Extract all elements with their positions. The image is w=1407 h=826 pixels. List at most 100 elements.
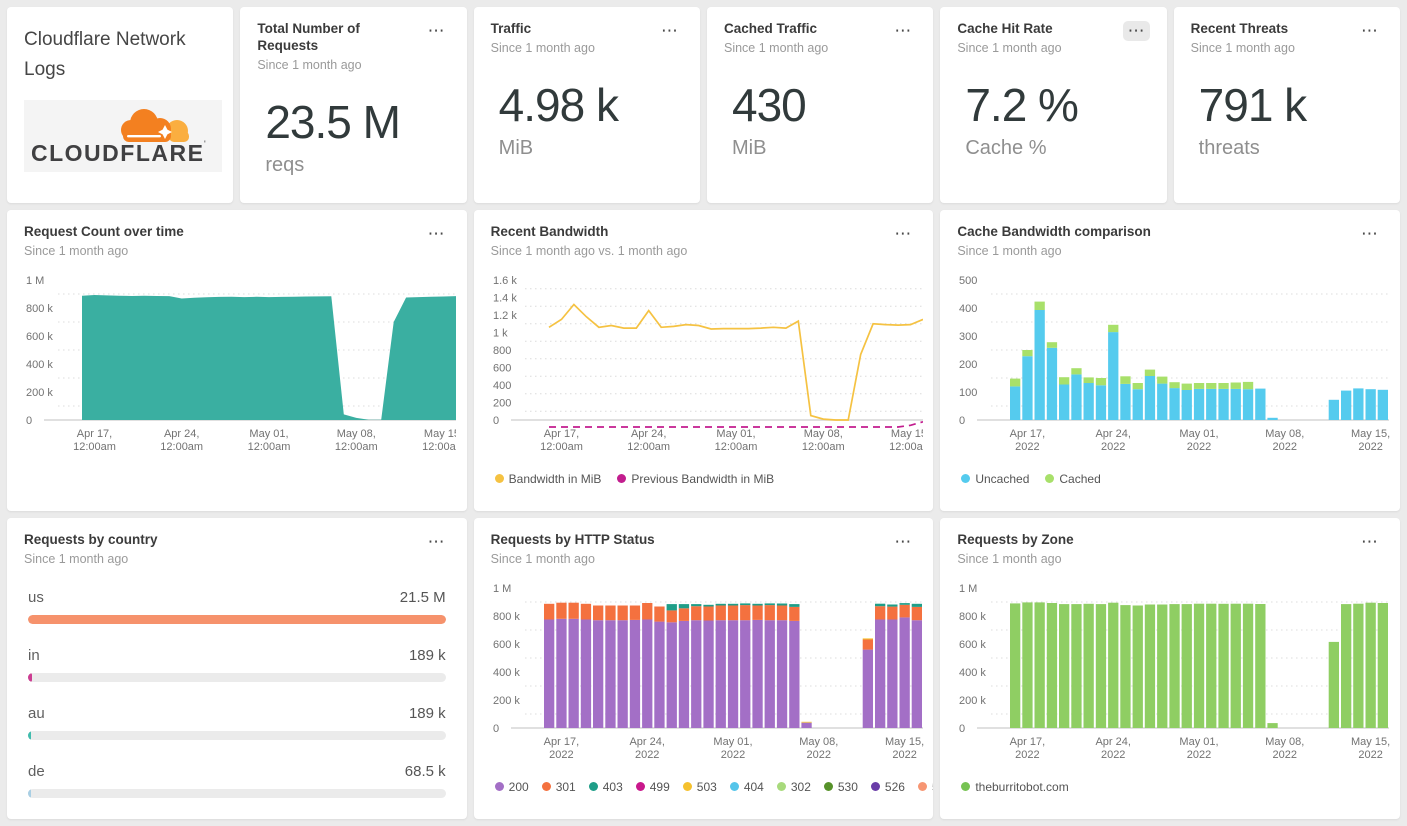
svg-text:12:00am: 12:00am [248, 441, 291, 453]
panel-menu-icon[interactable]: ⋯ [1360, 224, 1378, 243]
svg-text:12:00am: 12:00am [627, 441, 670, 453]
country-bar-track [28, 730, 446, 740]
svg-text:Apr 24,: Apr 24, [629, 736, 664, 748]
svg-text:200: 200 [959, 359, 977, 371]
legend-item[interactable]: 200 [494, 780, 529, 794]
svg-text:800 k: 800 k [959, 611, 986, 623]
panel-menu-icon[interactable]: ⋯ [427, 21, 445, 40]
svg-text:12:00am: 12:00am [422, 441, 456, 453]
legend-item[interactable]: 302 [776, 780, 811, 794]
legend-item[interactable]: theburritobot.com [961, 780, 1069, 794]
legend-item[interactable]: 524 [917, 780, 933, 794]
svg-text:600 k: 600 k [26, 331, 53, 343]
stat-unit: MiB [731, 137, 767, 160]
panel-menu-icon[interactable]: ⋯ [427, 532, 445, 551]
panel-menu-icon[interactable]: ⋯ [894, 21, 912, 40]
chart-legend: 200 301 403 499 503 404 302 530 526 524 [491, 780, 933, 794]
svg-text:Apr 17,: Apr 17, [77, 428, 112, 440]
svg-text:12:00am: 12:00am [802, 441, 845, 453]
svg-text:400: 400 [959, 303, 977, 315]
svg-text:May 08,: May 08, [1266, 428, 1305, 440]
stat-panel-cached-traffic: Cached Traffic Since 1 month ago ⋯ 430 M… [706, 7, 934, 203]
panel-menu-icon[interactable]: ⋯ [1122, 21, 1150, 41]
svg-text:0: 0 [26, 415, 32, 427]
svg-text:2022: 2022 [1187, 441, 1211, 453]
legend-dot-icon [494, 782, 504, 792]
svg-text:500: 500 [959, 275, 977, 287]
svg-text:2022: 2022 [720, 749, 744, 761]
country-label: us [28, 588, 44, 606]
svg-text:400 k: 400 k [493, 667, 520, 679]
svg-text:': ' [204, 139, 206, 149]
panel-title: Recent Bandwidth [490, 224, 609, 239]
svg-text:600: 600 [493, 362, 511, 374]
stat-value: 4.98 k [498, 78, 619, 131]
panel-subtitle: Since 1 month ago [1190, 40, 1295, 55]
panel-menu-icon[interactable]: ⋯ [427, 224, 445, 243]
svg-text:2022: 2022 [1359, 441, 1383, 453]
stat-panel-cache-hit-rate: Cache Hit Rate Since 1 month ago ⋯ 7.2 %… [940, 7, 1167, 203]
svg-text:May 08,: May 08, [799, 736, 838, 748]
svg-text:0: 0 [959, 415, 965, 427]
svg-text:2022: 2022 [1101, 749, 1125, 761]
panel-menu-icon[interactable]: ⋯ [1360, 21, 1378, 40]
svg-text:May 08,: May 08, [803, 428, 842, 440]
legend-item[interactable]: 530 [823, 780, 858, 794]
country-row-us: us 21.5 M [24, 589, 450, 624]
svg-text:Apr 24,: Apr 24, [1096, 736, 1131, 748]
panel-menu-icon[interactable]: ⋯ [894, 224, 912, 243]
panel-subtitle: Since 1 month ago [957, 243, 1062, 258]
country-bar-track [28, 672, 446, 682]
svg-text:400: 400 [493, 380, 511, 392]
svg-text:400 k: 400 k [959, 667, 986, 679]
svg-text:Apr 24,: Apr 24, [1096, 428, 1131, 440]
legend-dot-icon [961, 782, 971, 792]
svg-text:May 15,: May 15, [885, 736, 924, 748]
panel-menu-icon[interactable]: ⋯ [660, 21, 678, 40]
legend-dot-icon [1045, 474, 1055, 484]
legend-dot-icon [776, 782, 786, 792]
svg-text:2022: 2022 [1015, 441, 1039, 453]
legend-item[interactable]: 499 [635, 780, 670, 794]
panel-title: Request Count over time [24, 224, 184, 239]
country-bar-track [28, 788, 446, 798]
legend-item[interactable]: 526 [870, 780, 905, 794]
svg-text:1.2 k: 1.2 k [493, 310, 517, 322]
country-row-de: de 68.5 k [24, 763, 450, 798]
chart-legend: Bandwidth in MiB Previous Bandwidth in Mi… [491, 472, 917, 486]
svg-text:May 15,: May 15, [891, 428, 923, 440]
legend-item[interactable]: 404 [729, 780, 764, 794]
panel-subtitle: Since 1 month ago [24, 551, 129, 566]
legend-dot-icon [541, 782, 551, 792]
legend-dot-icon [494, 474, 504, 484]
legend-item[interactable]: 503 [682, 780, 717, 794]
legend-item[interactable]: 403 [588, 780, 623, 794]
stat-panel-recent-threats: Recent Threats Since 1 month ago ⋯ 791 k… [1173, 7, 1400, 203]
cache-bandwidth-chart[interactable]: 0 100 200 300 400 500 Apr 17, 2022 Apr 24, 2022 Ma… [957, 268, 1390, 468]
svg-text:2022: 2022 [1273, 749, 1297, 761]
panel-menu-icon[interactable]: ⋯ [1360, 532, 1378, 551]
legend-item[interactable]: Uncached [961, 472, 1029, 486]
recent-bandwidth-chart[interactable]: 0 200 400 600 800 1 k 1.2 k 1.4 k 1.6 k Apr 17, 12… [491, 268, 923, 468]
chart-panel-request-count: Request Count over time Since 1 month ag… [7, 210, 467, 511]
legend-item[interactable]: 301 [541, 780, 576, 794]
legend-item[interactable]: Cached [1045, 472, 1101, 486]
stat-unit: threats [1198, 137, 1260, 160]
svg-text:May 15,: May 15, [1351, 736, 1390, 748]
panel-menu-icon[interactable]: ⋯ [894, 532, 912, 551]
stat-unit: MiB [498, 137, 534, 160]
stat-value: 23.5 M [265, 95, 401, 148]
legend-dot-icon [870, 782, 880, 792]
panel-subtitle: Since 1 month ago [24, 243, 129, 258]
svg-text:Apr 24,: Apr 24, [164, 428, 199, 440]
legend-item[interactable]: Previous Bandwidth in MiB [617, 472, 774, 486]
legend-item[interactable]: Bandwidth in MiB [494, 472, 601, 486]
svg-text:May 01,: May 01, [713, 736, 752, 748]
svg-text:12:00am: 12:00am [714, 441, 757, 453]
country-label: in [28, 646, 40, 664]
svg-text:1.6 k: 1.6 k [493, 275, 517, 287]
panel-title: Traffic [490, 21, 532, 36]
